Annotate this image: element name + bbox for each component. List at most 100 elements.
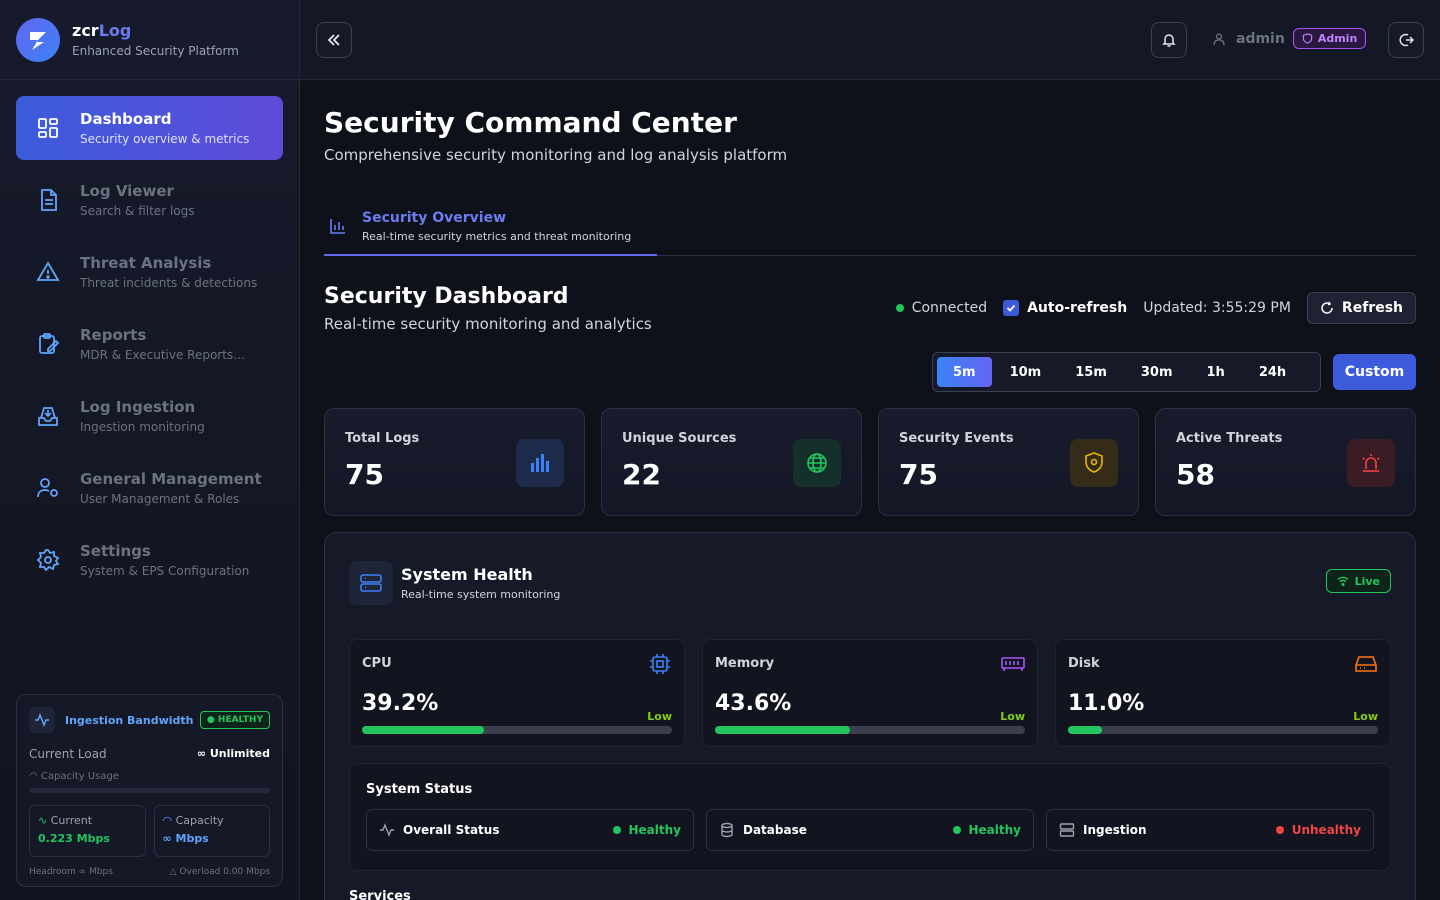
page-title: Security Command Center <box>324 106 737 139</box>
chevrons-left-icon <box>327 34 340 46</box>
stat-card-unique-sources[interactable]: Unique Sources 22 <box>601 408 862 516</box>
capacity-usage-label: ◠ Capacity Usage <box>29 771 119 782</box>
sidebar-item-log-viewer[interactable]: Log Viewer Search & filter logs <box>16 168 283 232</box>
cpu-usage-fill <box>362 726 484 734</box>
metric-level: Low <box>1353 710 1378 723</box>
notifications-button[interactable] <box>1151 22 1187 58</box>
main-content: Security Command Center Comprehensive se… <box>300 80 1440 900</box>
metric-card-cpu: CPU 39.2% Low <box>349 639 685 747</box>
memory-usage-fill <box>715 726 851 734</box>
brand[interactable]: zcrLog Enhanced Security Platform <box>0 0 299 80</box>
memory-usage-bar <box>715 726 1025 734</box>
collapse-sidebar-button[interactable] <box>316 22 352 58</box>
dashboard-title: Security Dashboard <box>324 284 569 309</box>
sidebar-item-general-management[interactable]: General Management User Management & Role… <box>16 456 283 520</box>
tab-subtitle: Real-time security metrics and threat mo… <box>362 229 632 243</box>
bar-chart-icon <box>330 219 345 234</box>
wifi-icon <box>1337 576 1349 586</box>
range-option-30m[interactable]: 30m <box>1140 364 1173 380</box>
range-option-15m[interactable]: 15m <box>1075 364 1107 380</box>
range-option-10m[interactable]: 10m <box>1009 364 1042 380</box>
auto-refresh-toggle[interactable]: Auto-refresh <box>1003 300 1127 316</box>
range-option-24h[interactable]: 24h <box>1258 364 1287 380</box>
metric-value: 11.0% <box>1068 691 1145 716</box>
sidebar-item-title: Threat Analysis <box>80 254 212 272</box>
grid-icon <box>38 118 58 138</box>
system-status-title: System Status <box>366 782 473 797</box>
status-healthy: Healthy <box>952 823 1021 837</box>
server-icon <box>1059 823 1075 837</box>
gear-icon <box>36 549 60 572</box>
sidebar-item-subtitle: System & EPS Configuration <box>80 564 250 578</box>
bandwidth-title: Ingestion Bandwidth <box>65 713 194 727</box>
sidebar-item-subtitle: Search & filter logs <box>80 204 195 218</box>
overload-text: △ Overload 0.00 Mbps <box>169 867 270 877</box>
metric-value: 43.6% <box>715 691 792 716</box>
stat-value: 75 <box>899 458 938 491</box>
current-box: ∿ Current 0.223 Mbps <box>29 805 146 857</box>
sidebar-nav: Dashboard Security overview & metrics Log… <box>0 80 299 616</box>
refresh-button[interactable]: Refresh <box>1306 292 1416 324</box>
bell-icon <box>1162 34 1176 47</box>
connection-dot <box>895 304 904 312</box>
stat-card-active-threats[interactable]: Active Threats 58 <box>1155 408 1416 516</box>
sidebar-item-reports[interactable]: Reports MDR & Executive Reports... <box>16 312 283 376</box>
globe-icon <box>793 439 841 487</box>
brand-name: zcrLog <box>72 21 132 40</box>
logout-button[interactable] <box>1388 22 1424 58</box>
sidebar-item-subtitle: User Management & Roles <box>80 492 240 506</box>
range-option-5m[interactable]: 5m <box>937 357 992 387</box>
metric-level: Low <box>1000 710 1025 723</box>
status-badge: ● HEALTHY <box>199 711 270 729</box>
clipboard-icon <box>39 333 60 354</box>
auto-refresh-checkbox[interactable] <box>1003 300 1020 316</box>
role-badge: Admin <box>1292 28 1367 49</box>
stat-card-total-logs[interactable]: Total Logs 75 <box>324 408 585 516</box>
status-item-overall: Overall Status Healthy <box>366 809 694 851</box>
sidebar-item-title: Reports <box>80 326 147 344</box>
sidebar-item-settings[interactable]: Settings System & EPS Configuration <box>16 528 283 592</box>
alarm-icon <box>1347 439 1395 487</box>
cpu-usage-bar <box>362 726 672 734</box>
stat-card-security-events[interactable]: Security Events 75 <box>878 408 1139 516</box>
logo-icon <box>16 17 60 62</box>
metric-level: Low <box>647 710 672 723</box>
activity-icon: ∿ <box>38 814 48 827</box>
current-value: 0.223 Mbps <box>38 832 110 845</box>
range-option-1h[interactable]: 1h <box>1206 364 1225 380</box>
sidebar-item-threat-analysis[interactable]: Threat Analysis Threat incidents & detect… <box>16 240 283 304</box>
live-badge: Live <box>1325 569 1391 593</box>
connection-status: Connected <box>911 300 988 316</box>
status-healthy: Healthy <box>612 823 681 837</box>
tab-security-overview[interactable]: Security Overview Real-time security metr… <box>324 198 657 256</box>
headroom-text: Headroom ∞ Mbps <box>29 867 113 877</box>
bandwidth-widget: Ingestion Bandwidth ● HEALTHY Current Lo… <box>16 694 283 887</box>
sidebar-item-log-ingestion[interactable]: Log Ingestion Ingestion monitoring <box>16 384 283 448</box>
stat-label: Security Events <box>899 431 1014 446</box>
document-icon <box>41 189 57 211</box>
user-menu[interactable]: admin Admin <box>1212 28 1367 49</box>
dashboard-status-row: Connected Auto-refresh Updated: 3:55:29 … <box>895 292 1416 324</box>
memory-icon <box>1001 657 1025 671</box>
time-range-selector: 5m 10m 15m 30m 1h 24h <box>932 352 1321 392</box>
sidebar: zcrLog Enhanced Security Platform Dashbo… <box>0 0 300 900</box>
page-subtitle: Comprehensive security monitoring and lo… <box>324 146 788 164</box>
metric-value: 39.2% <box>362 691 439 716</box>
metric-card-disk: Disk 11.0% Low <box>1055 639 1391 747</box>
gauge-icon: ◠ <box>162 814 173 827</box>
metric-label: Disk <box>1068 656 1100 671</box>
custom-range-button[interactable]: Custom <box>1333 354 1416 390</box>
metric-card-memory: Memory 43.6% Low <box>702 639 1038 747</box>
sidebar-item-title: Log Ingestion <box>80 398 196 416</box>
health-subtitle: Real-time system monitoring <box>401 588 561 601</box>
users-gear-icon <box>37 478 58 498</box>
metric-label: Memory <box>715 656 775 671</box>
stat-label: Unique Sources <box>622 431 737 446</box>
sidebar-item-subtitle: Ingestion monitoring <box>80 420 205 434</box>
tab-bar: Security Overview Real-time security metr… <box>324 198 1416 256</box>
sidebar-item-dashboard[interactable]: Dashboard Security overview & metrics <box>16 96 283 160</box>
auto-refresh-label: Auto-refresh <box>1027 300 1128 316</box>
database-icon <box>721 822 733 838</box>
logout-icon <box>1399 33 1414 47</box>
sidebar-item-title: Settings <box>80 542 151 560</box>
